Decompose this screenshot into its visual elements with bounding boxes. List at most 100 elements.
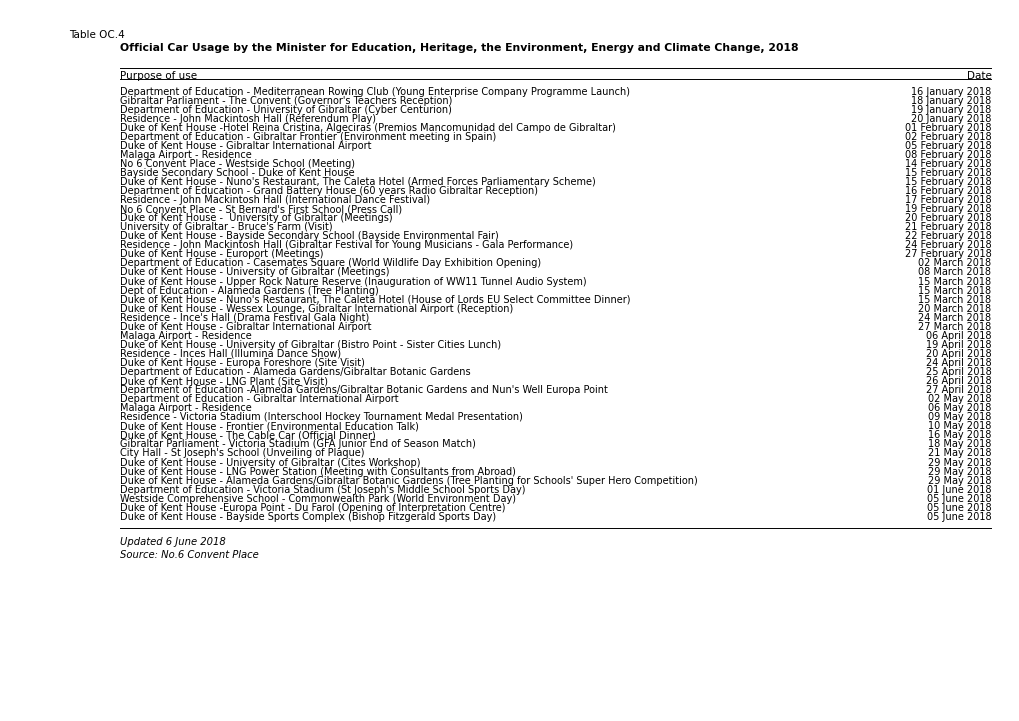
Text: Residence - Ince's Hall (Drama Festival Gala Night): Residence - Ince's Hall (Drama Festival … xyxy=(120,313,369,323)
Text: 15 March 2018: 15 March 2018 xyxy=(917,286,990,296)
Text: 18 May 2018: 18 May 2018 xyxy=(927,439,990,449)
Text: 08 February 2018: 08 February 2018 xyxy=(904,150,990,160)
Text: 15 February 2018: 15 February 2018 xyxy=(904,177,990,187)
Text: 15 March 2018: 15 March 2018 xyxy=(917,295,990,305)
Text: Source: No.6 Convent Place: Source: No.6 Convent Place xyxy=(120,549,259,559)
Text: 22 February 2018: 22 February 2018 xyxy=(904,231,990,242)
Text: 27 February 2018: 27 February 2018 xyxy=(904,249,990,260)
Text: 06 May 2018: 06 May 2018 xyxy=(927,403,990,413)
Text: 14 February 2018: 14 February 2018 xyxy=(904,159,990,169)
Text: Residence - Victoria Stadium (Interschool Hockey Tournament Medal Presentation): Residence - Victoria Stadium (Interschoo… xyxy=(120,412,523,423)
Text: Department of Education - University of Gibraltar (Cyber Centurion): Department of Education - University of … xyxy=(120,105,451,115)
Text: Department of Education - Casemates Square (World Wildlife Day Exhibition Openin: Department of Education - Casemates Squa… xyxy=(120,258,541,268)
Text: 10 May 2018: 10 May 2018 xyxy=(927,421,990,431)
Text: Duke of Kent House - LNG Plant (Site Visit): Duke of Kent House - LNG Plant (Site Vis… xyxy=(120,376,328,386)
Text: Duke of Kent House - Bayside Sports Complex (Bishop Fitzgerald Sports Day): Duke of Kent House - Bayside Sports Comp… xyxy=(120,512,496,522)
Text: Residence - John Mackintosh Hall (Referendum Play): Residence - John Mackintosh Hall (Refere… xyxy=(120,114,376,124)
Text: 16 May 2018: 16 May 2018 xyxy=(927,430,990,441)
Text: Malaga Airport - Residence: Malaga Airport - Residence xyxy=(120,150,252,160)
Text: Duke of Kent House - University of Gibraltar (Meetings): Duke of Kent House - University of Gibra… xyxy=(120,267,389,278)
Text: 24 April 2018: 24 April 2018 xyxy=(925,358,990,368)
Text: 20 February 2018: 20 February 2018 xyxy=(904,213,990,224)
Text: 01 June 2018: 01 June 2018 xyxy=(926,485,990,495)
Text: 01 February 2018: 01 February 2018 xyxy=(904,123,990,133)
Text: Department of Education - Gibraltar International Airport: Department of Education - Gibraltar Inte… xyxy=(120,394,398,404)
Text: Dept of Education - Alameda Gardens (Tree Planting): Dept of Education - Alameda Gardens (Tre… xyxy=(120,286,379,296)
Text: Purpose of use: Purpose of use xyxy=(120,71,198,81)
Text: 20 April 2018: 20 April 2018 xyxy=(925,349,990,359)
Text: 19 January 2018: 19 January 2018 xyxy=(910,105,990,115)
Text: 20 March 2018: 20 March 2018 xyxy=(917,304,990,314)
Text: Residence - John Mackintosh Hall (International Dance Festival): Residence - John Mackintosh Hall (Intern… xyxy=(120,195,430,205)
Text: Duke of Kent House - Frontier (Environmental Education Talk): Duke of Kent House - Frontier (Environme… xyxy=(120,421,419,431)
Text: 15 March 2018: 15 March 2018 xyxy=(917,277,990,286)
Text: 24 March 2018: 24 March 2018 xyxy=(917,313,990,323)
Text: Department of Education -Alameda Gardens/Gibraltar Botanic Gardens and Nun's Wel: Department of Education -Alameda Gardens… xyxy=(120,385,607,395)
Text: Duke of Kent House - Bayside Secondary School (Bayside Environmental Fair): Duke of Kent House - Bayside Secondary S… xyxy=(120,231,498,242)
Text: 05 June 2018: 05 June 2018 xyxy=(926,494,990,504)
Text: 05 June 2018: 05 June 2018 xyxy=(926,512,990,522)
Text: Westside Comprehensive School - Commonwealth Park (World Environment Day): Westside Comprehensive School - Commonwe… xyxy=(120,494,516,504)
Text: Duke of Kent House - Europort (Meetings): Duke of Kent House - Europort (Meetings) xyxy=(120,249,324,260)
Text: Duke of Kent House -Hotel Reina Cristina, Algeciras (Premios Mancomunidad del Ca: Duke of Kent House -Hotel Reina Cristina… xyxy=(120,123,615,133)
Text: Residence - John Mackintosh Hall (Gibraltar Festival for Young Musicians - Gala : Residence - John Mackintosh Hall (Gibral… xyxy=(120,240,573,250)
Text: Duke of Kent House - Nuno's Restaurant, The Caleta Hotel (Armed Forces Parliamen: Duke of Kent House - Nuno's Restaurant, … xyxy=(120,177,595,187)
Text: 15 February 2018: 15 February 2018 xyxy=(904,168,990,178)
Text: Official Car Usage by the Minister for Education, Heritage, the Environment, Ene: Official Car Usage by the Minister for E… xyxy=(120,43,798,53)
Text: 27 April 2018: 27 April 2018 xyxy=(925,385,990,395)
Text: 05 February 2018: 05 February 2018 xyxy=(904,141,990,151)
Text: 21 May 2018: 21 May 2018 xyxy=(927,448,990,459)
Text: Department of Education - Grand Battery House (60 years Radio Gibraltar Receptio: Department of Education - Grand Battery … xyxy=(120,186,538,196)
Text: 29 May 2018: 29 May 2018 xyxy=(927,458,990,467)
Text: Date: Date xyxy=(966,71,990,81)
Text: Duke of Kent House - Alameda Gardens/Gibraltar Botanic Gardens (Tree Planting fo: Duke of Kent House - Alameda Gardens/Gib… xyxy=(120,476,697,486)
Text: City Hall - St Joseph's School (Unveiling of Plaque): City Hall - St Joseph's School (Unveilin… xyxy=(120,448,365,459)
Text: 27 March 2018: 27 March 2018 xyxy=(917,322,990,332)
Text: 29 May 2018: 29 May 2018 xyxy=(927,466,990,477)
Text: 19 April 2018: 19 April 2018 xyxy=(925,340,990,350)
Text: Gibraltar Parliament - The Convent (Governor's Teachers Reception): Gibraltar Parliament - The Convent (Gove… xyxy=(120,96,452,105)
Text: 09 May 2018: 09 May 2018 xyxy=(927,412,990,423)
Text: 26 April 2018: 26 April 2018 xyxy=(925,376,990,386)
Text: Duke of Kent House - University of Gibraltar (Cites Workshop): Duke of Kent House - University of Gibra… xyxy=(120,458,421,467)
Text: Department of Education - Victoria Stadium (St Joseph's Middle School Sports Day: Department of Education - Victoria Stadi… xyxy=(120,485,526,495)
Text: Duke of Kent House -Europa Point - Du Farol (Opening of Interpretation Centre): Duke of Kent House -Europa Point - Du Fa… xyxy=(120,503,505,513)
Text: Duke of Kent House - Wessex Lounge, Gibraltar International Airport (Reception): Duke of Kent House - Wessex Lounge, Gibr… xyxy=(120,304,514,314)
Text: 08 March 2018: 08 March 2018 xyxy=(917,267,990,278)
Text: 17 February 2018: 17 February 2018 xyxy=(904,195,990,205)
Text: Table OC.4: Table OC.4 xyxy=(69,30,125,40)
Text: 02 May 2018: 02 May 2018 xyxy=(927,394,990,404)
Text: Duke of Kent House - The Cable Car (Official Dinner): Duke of Kent House - The Cable Car (Offi… xyxy=(120,430,376,441)
Text: Bayside Secondary School - Duke of Kent House: Bayside Secondary School - Duke of Kent … xyxy=(120,168,355,178)
Text: 29 May 2018: 29 May 2018 xyxy=(927,476,990,486)
Text: Malaga Airport - Residence: Malaga Airport - Residence xyxy=(120,403,252,413)
Text: 25 April 2018: 25 April 2018 xyxy=(925,367,990,377)
Text: 16 January 2018: 16 January 2018 xyxy=(910,87,990,97)
Text: 24 February 2018: 24 February 2018 xyxy=(904,240,990,250)
Text: University of Gibraltar - Bruce's Farm (Visit): University of Gibraltar - Bruce's Farm (… xyxy=(120,222,332,232)
Text: Duke of Kent House - Gibraltar International Airport: Duke of Kent House - Gibraltar Internati… xyxy=(120,141,372,151)
Text: Duke of Kent House - University of Gibraltar (Bistro Point - Sister Cities Lunch: Duke of Kent House - University of Gibra… xyxy=(120,340,501,350)
Text: 21 February 2018: 21 February 2018 xyxy=(904,222,990,232)
Text: 16 February 2018: 16 February 2018 xyxy=(904,186,990,196)
Text: 20 January 2018: 20 January 2018 xyxy=(910,114,990,124)
Text: Department of Education - Alameda Gardens/Gibraltar Botanic Gardens: Department of Education - Alameda Garden… xyxy=(120,367,471,377)
Text: Duke of Kent House -  University of Gibraltar (Meetings): Duke of Kent House - University of Gibra… xyxy=(120,213,392,224)
Text: 02 March 2018: 02 March 2018 xyxy=(917,258,990,268)
Text: Department of Education - Gibraltar Frontier (Environment meeting in Spain): Department of Education - Gibraltar Fron… xyxy=(120,132,496,142)
Text: No 6 Convent Place - Westside School (Meeting): No 6 Convent Place - Westside School (Me… xyxy=(120,159,355,169)
Text: Residence - Inces Hall (Illumina Dance Show): Residence - Inces Hall (Illumina Dance S… xyxy=(120,349,341,359)
Text: 02 February 2018: 02 February 2018 xyxy=(904,132,990,142)
Text: Department of Education - Mediterranean Rowing Club (Young Enterprise Company Pr: Department of Education - Mediterranean … xyxy=(120,87,630,97)
Text: No 6 Convent Place - St Bernard's First School (Press Call): No 6 Convent Place - St Bernard's First … xyxy=(120,204,403,214)
Text: 05 June 2018: 05 June 2018 xyxy=(926,503,990,513)
Text: 19 February 2018: 19 February 2018 xyxy=(904,204,990,214)
Text: Duke of Kent House - Upper Rock Nature Reserve (Inauguration of WW11 Tunnel Audi: Duke of Kent House - Upper Rock Nature R… xyxy=(120,277,586,286)
Text: 06 April 2018: 06 April 2018 xyxy=(925,331,990,341)
Text: Duke of Kent House - Gibraltar International Airport: Duke of Kent House - Gibraltar Internati… xyxy=(120,322,372,332)
Text: Malaga Airport - Residence: Malaga Airport - Residence xyxy=(120,331,252,341)
Text: Updated 6 June 2018: Updated 6 June 2018 xyxy=(120,536,226,547)
Text: Gibraltar Parliament - Victoria Stadium (GFA Junior End of Season Match): Gibraltar Parliament - Victoria Stadium … xyxy=(120,439,476,449)
Text: Duke of Kent House - Europa Foreshore (Site Visit): Duke of Kent House - Europa Foreshore (S… xyxy=(120,358,365,368)
Text: 18 January 2018: 18 January 2018 xyxy=(910,96,990,105)
